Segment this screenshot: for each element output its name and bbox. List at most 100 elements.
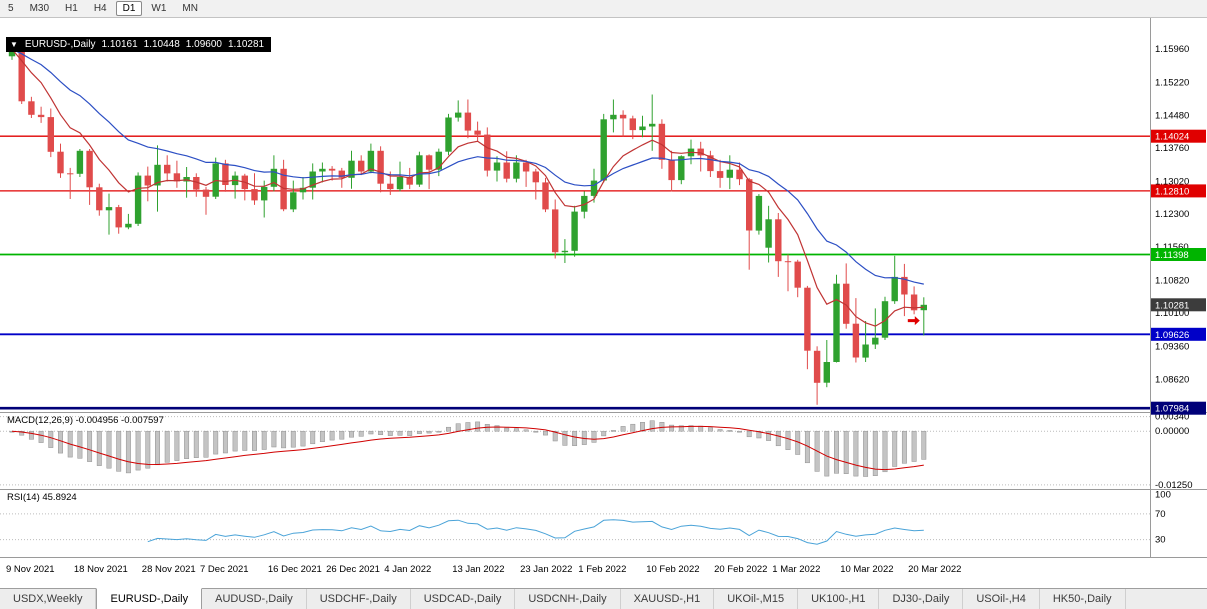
tab-audusd-daily[interactable]: AUDUSD-,Daily	[202, 589, 307, 609]
candle-body	[561, 250, 569, 253]
macd-histogram-bar	[77, 430, 83, 459]
timeframe-button-w1[interactable]: W1	[151, 3, 167, 14]
macd-histogram-bar	[834, 430, 839, 474]
candle-body	[891, 276, 898, 302]
price-axis-label: 1.10100	[1155, 308, 1189, 319]
candle-body	[280, 168, 287, 210]
macd-histogram-bar	[659, 422, 665, 432]
macd-histogram-bar	[436, 430, 442, 433]
price-badge	[1151, 248, 1206, 261]
candle-body	[784, 261, 792, 263]
macd-histogram-bar	[669, 424, 675, 432]
timeframe-button-d1[interactable]: D1	[115, 1, 143, 16]
macd-histogram-bar	[901, 430, 907, 464]
candle-body	[678, 156, 685, 181]
date-axis-label: 9 Nov 2021	[6, 564, 55, 575]
price-badge-label: 1.11398	[1155, 250, 1189, 261]
date-axis-label: 23 Jan 2022	[520, 564, 572, 575]
macd-histogram-bar	[339, 430, 345, 440]
rsi-axis-label: 70	[1155, 509, 1166, 520]
candle-body	[522, 162, 530, 172]
candle-body	[736, 169, 743, 180]
tab-usdcad-daily[interactable]: USDCAD-,Daily	[411, 589, 516, 609]
macd-histogram-bar	[630, 423, 636, 432]
candle-body	[910, 294, 918, 311]
timeframe-button-5[interactable]: 5	[8, 3, 14, 14]
tab-usdchf-daily[interactable]: USDCHF-,Daily	[307, 589, 411, 609]
macd-histogram-bar	[407, 430, 413, 436]
timeframe-button-h1[interactable]: H1	[65, 3, 78, 14]
candle-body	[513, 162, 520, 179]
candle-body	[299, 187, 307, 193]
date-axis-label: 10 Mar 2022	[840, 564, 893, 575]
candle-body	[183, 177, 190, 182]
ma-slow-line	[11, 48, 924, 285]
macd-histogram-bar	[261, 430, 267, 450]
candle-body	[881, 301, 889, 338]
candle-body	[726, 169, 733, 178]
price-arrow-marker[interactable]	[907, 316, 920, 326]
candle-body	[590, 180, 598, 196]
candle-body	[872, 337, 879, 345]
candle-body	[794, 261, 801, 288]
macd-histogram-bar	[620, 426, 626, 432]
macd-axis-label: -0.01250	[1155, 480, 1193, 491]
macd-histogram-bar	[446, 426, 451, 432]
candle-body	[707, 155, 714, 172]
macd-histogram-bar	[87, 430, 93, 462]
candle-body	[755, 195, 763, 231]
macd-histogram-bar	[252, 430, 257, 451]
macd-histogram-bar	[290, 430, 296, 448]
timeframe-toolbar: 5 M30 H1 H4 D1 W1 MN	[0, 0, 1207, 18]
candle-body	[843, 283, 850, 324]
ohlc-low: 1.09600	[185, 39, 222, 50]
rsi-axis-label: 100	[1155, 490, 1171, 501]
tab-xauusd-h1[interactable]: XAUUSD-,H1	[621, 589, 715, 609]
price-badge	[1151, 327, 1206, 341]
candle-body	[474, 130, 481, 135]
macd-histogram-bar	[756, 430, 762, 439]
macd-histogram-bar	[329, 430, 335, 441]
price-badge	[1151, 298, 1206, 312]
macd-axis-label: 0.00340	[1155, 412, 1189, 423]
macd-histogram-bar	[48, 430, 54, 448]
tab-dj30-daily[interactable]: DJ30-,Daily	[879, 589, 964, 609]
price-axis-label: 1.09360	[1155, 341, 1189, 352]
tab-usdx-weekly[interactable]: USDX,Weekly	[0, 589, 97, 609]
macd-histogram-bar	[601, 430, 607, 437]
candle-body	[202, 189, 210, 197]
candle-body	[813, 350, 821, 383]
macd-histogram-bar	[766, 430, 772, 441]
macd-histogram-bar	[28, 430, 34, 440]
tab-uk100-h1[interactable]: UK100-,H1	[798, 589, 880, 609]
macd-histogram-bar	[116, 430, 122, 472]
ma-fast-line	[11, 48, 924, 327]
tab-hk50-daily[interactable]: HK50-,Daily	[1040, 589, 1126, 609]
tab-usdcnh-daily[interactable]: USDCNH-,Daily	[515, 589, 621, 609]
date-axis-label: 16 Dec 2021	[268, 564, 322, 575]
candle-body	[775, 219, 782, 262]
tab-eurusd-daily[interactable]: EURUSD-,Daily	[96, 588, 203, 609]
macd-histogram-bar	[533, 430, 539, 433]
macd-histogram-bar	[552, 430, 558, 442]
date-axis-label: 1 Mar 2022	[772, 564, 820, 575]
candle-body	[639, 126, 646, 131]
candle-body	[396, 177, 404, 190]
candle-body	[358, 160, 365, 172]
candle-body	[852, 323, 860, 358]
timeframe-button-m30[interactable]: M30	[29, 3, 50, 14]
ohlc-close: 1.10281	[227, 39, 265, 50]
collapse-icon[interactable]: ▼	[10, 40, 18, 49]
tab-ukoil-m15[interactable]: UKOil-,M15	[714, 589, 799, 609]
candle-body	[581, 195, 588, 212]
candle-body	[387, 183, 394, 190]
timeframe-button-mn[interactable]: MN	[182, 3, 198, 14]
price-axis-label: 1.12300	[1155, 209, 1189, 220]
tab-usoil-h4[interactable]: USOil-,H4	[963, 589, 1040, 609]
chart-ohlc-header[interactable]: ▼ EURUSD-,Daily 1.10161 1.10448 1.09600 …	[6, 37, 272, 52]
macd-histogram-bar	[368, 430, 374, 435]
macd-histogram-bar	[562, 430, 568, 446]
timeframe-button-h4[interactable]: H4	[93, 3, 107, 14]
macd-histogram-bar	[455, 423, 461, 432]
